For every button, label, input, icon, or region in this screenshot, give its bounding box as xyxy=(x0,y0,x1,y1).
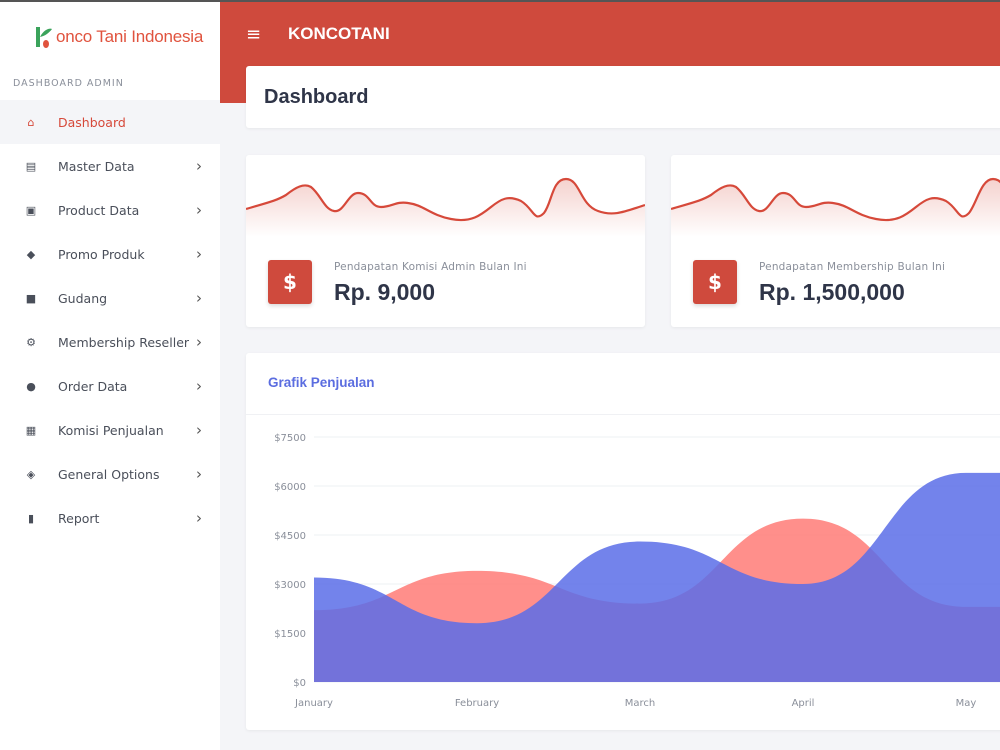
sales-chart-card: Grafik Penjualan $0 $1500 $3000 $4500 $6000 $… xyxy=(246,353,1000,730)
sidebar-item-order-data[interactable]: ● Order Data › xyxy=(0,364,220,408)
building-icon: ▦ xyxy=(25,423,37,437)
chevron-right-icon: › xyxy=(196,245,202,263)
sidebar-item-label: Report xyxy=(58,510,100,526)
y-tick-label: $1500 xyxy=(274,629,306,640)
sparkline-chart xyxy=(671,177,1000,237)
chevron-right-icon: › xyxy=(196,377,202,395)
y-tick-label: $3000 xyxy=(274,580,306,591)
sidebar-item-label: General Options xyxy=(58,466,160,482)
stat-card-value: Rp. 1,500,000 xyxy=(759,279,905,305)
sidebar-item-dashboard[interactable]: ⌂ Dashboard xyxy=(0,100,220,144)
x-tick-label: May xyxy=(956,698,977,709)
y-tick-label: $6000 xyxy=(274,482,306,493)
sidebar-item-general-options[interactable]: ◈ General Options › xyxy=(0,452,220,496)
y-tick-label: $0 xyxy=(293,678,306,689)
gear-icon: ⚙ xyxy=(26,335,36,349)
app-brand[interactable]: KONCOTANI xyxy=(288,24,390,43)
stat-card-komisi: $ Pendapatan Komisi Admin Bulan Ini Rp. … xyxy=(246,155,645,327)
logo[interactable]: onco Tani Indonesia xyxy=(0,2,220,72)
boxes-icon: ▣ xyxy=(25,203,37,217)
stat-card-label: Pendapatan Komisi Admin Bulan Ini xyxy=(334,261,527,273)
x-tick-label: March xyxy=(625,698,655,709)
page-header: Dashboard xyxy=(246,66,1000,128)
circle-icon: ● xyxy=(26,379,36,393)
sidebar-item-gudang[interactable]: ■ Gudang › xyxy=(0,276,220,320)
logo-text: onco Tani Indonesia xyxy=(56,27,204,46)
sidebar-item-label: Komisi Penjualan xyxy=(58,422,164,438)
home-icon: ⌂ xyxy=(27,115,35,129)
sidebar-nav: ⌂ Dashboard ▤ Master Data › ▣ Product Data › ◆ Pr… xyxy=(0,100,220,540)
hamburger-menu-icon[interactable]: ≡ xyxy=(246,24,262,45)
chevron-right-icon: › xyxy=(196,157,202,175)
sidebar-item-promo-produk[interactable]: ◆ Promo Produk › xyxy=(0,232,220,276)
tag-icon: ◆ xyxy=(26,247,36,261)
y-tick-label: $7500 xyxy=(274,433,306,444)
file-icon: ▮ xyxy=(27,511,35,525)
cube-icon: ◈ xyxy=(26,467,36,481)
sidebar-item-label: Product Data xyxy=(58,202,140,218)
y-tick-label: $4500 xyxy=(274,531,306,542)
sidebar-item-label: Dashboard xyxy=(58,114,126,130)
sales-area-chart: $0 $1500 $3000 $4500 $6000 $7500 January Februa… xyxy=(274,433,1000,709)
sidebar-section-label: DASHBOARD ADMIN xyxy=(13,78,124,89)
sidebar-item-label: Gudang xyxy=(58,290,108,306)
chevron-right-icon: › xyxy=(196,289,202,307)
page-title: Dashboard xyxy=(264,86,369,108)
sidebar-item-master-data[interactable]: ▤ Master Data › xyxy=(0,144,220,188)
sidebar-item-product-data[interactable]: ▣ Product Data › xyxy=(0,188,220,232)
area-series-2 xyxy=(314,472,1000,682)
chevron-right-icon: › xyxy=(196,201,202,219)
divider xyxy=(246,414,1000,415)
dollar-icon: $ xyxy=(693,260,737,304)
x-tick-label: April xyxy=(792,698,815,709)
chevron-right-icon: › xyxy=(196,333,202,351)
sidebar: onco Tani Indonesia DASHBOARD ADMIN ⌂ Das… xyxy=(0,0,220,750)
sidebar-item-komisi-penjualan[interactable]: ▦ Komisi Penjualan › xyxy=(0,408,220,452)
chevron-right-icon: › xyxy=(196,509,202,527)
chart-title: Grafik Penjualan xyxy=(268,375,375,390)
sidebar-item-label: Promo Produk xyxy=(58,246,145,262)
chevron-right-icon: › xyxy=(196,421,202,439)
truck-icon: ■ xyxy=(25,291,37,305)
sidebar-item-report[interactable]: ▮ Report › xyxy=(0,496,220,540)
stat-card-membership: $ Pendapatan Membership Bulan Ini Rp. 1,… xyxy=(671,155,1000,327)
chevron-right-icon: › xyxy=(196,465,202,483)
stat-card-label: Pendapatan Membership Bulan Ini xyxy=(759,261,946,273)
x-tick-label: February xyxy=(455,698,499,709)
sidebar-item-membership-reseller[interactable]: ⚙ Membership Reseller › xyxy=(0,320,220,364)
stat-card-value: Rp. 9,000 xyxy=(334,279,435,305)
sidebar-item-label: Master Data xyxy=(58,158,135,174)
sparkline-chart xyxy=(246,177,645,237)
table-icon: ▤ xyxy=(25,159,37,173)
logo-leaf-icon xyxy=(32,25,54,49)
x-tick-label: January xyxy=(294,698,333,709)
sidebar-item-label: Membership Reseller xyxy=(58,334,190,350)
sidebar-item-label: Order Data xyxy=(58,378,128,394)
dollar-icon: $ xyxy=(268,260,312,304)
